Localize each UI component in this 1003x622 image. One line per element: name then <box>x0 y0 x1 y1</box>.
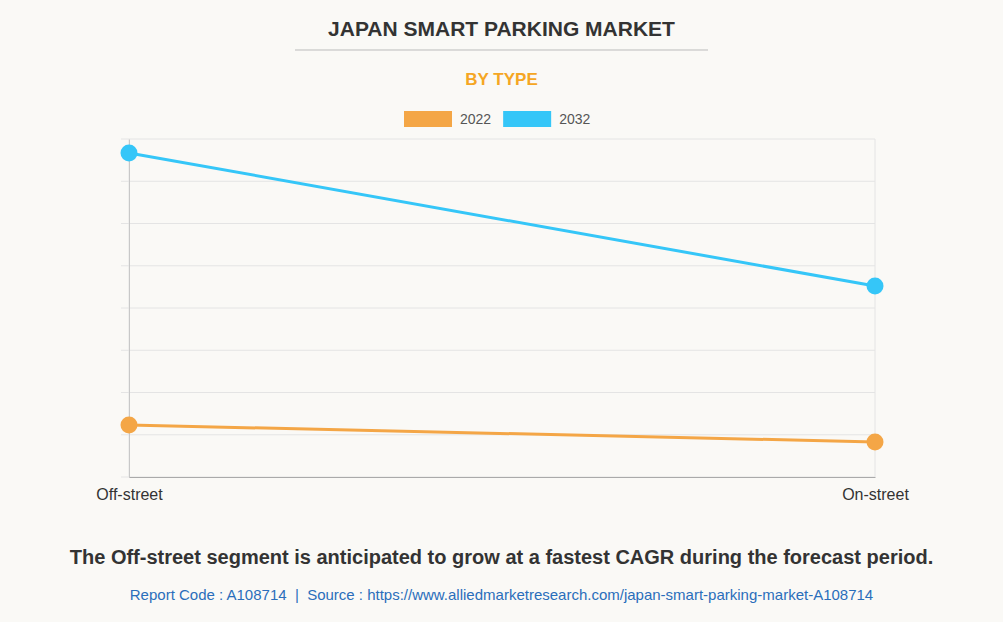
plot-area <box>121 144 884 450</box>
grid-line <box>121 139 875 140</box>
grid-line <box>121 477 875 478</box>
series-point <box>867 278 884 295</box>
grid-line-vertical <box>875 139 876 477</box>
x-tick: On-street <box>842 477 909 503</box>
x-tick: Off-street <box>96 477 163 503</box>
series-line <box>129 425 875 442</box>
chart: JAPAN SMART PARKING MARKET BY TYPE 2022 203… <box>0 0 1003 622</box>
title-underline <box>295 50 708 51</box>
note: The Off-street segment is anticipated to… <box>70 546 933 568</box>
grid-line <box>121 308 875 309</box>
grid-line <box>121 392 875 393</box>
grid <box>121 139 875 477</box>
series-line <box>129 153 875 286</box>
legend-swatch <box>503 111 551 127</box>
series-point <box>121 417 138 434</box>
legend: 2022 2032 <box>404 111 591 127</box>
grid-line <box>121 350 875 351</box>
subtitle: BY TYPE <box>465 70 537 89</box>
x-axis-line <box>130 477 876 478</box>
series-point <box>867 433 884 450</box>
x-tick-label: On-street <box>842 486 909 503</box>
x-tick-label: Off-street <box>96 486 163 503</box>
x-axis: Off-street On-street <box>96 477 909 503</box>
grid-line <box>121 181 875 182</box>
legend-swatch <box>404 111 452 127</box>
grid-line <box>121 223 875 224</box>
source: Report Code : A108714 | Source : https:/… <box>130 586 873 603</box>
title: JAPAN SMART PARKING MARKET <box>328 17 675 40</box>
series-point <box>121 144 138 161</box>
legend-label: 2032 <box>559 111 590 127</box>
legend-label: 2022 <box>460 111 491 127</box>
background <box>0 0 1003 622</box>
